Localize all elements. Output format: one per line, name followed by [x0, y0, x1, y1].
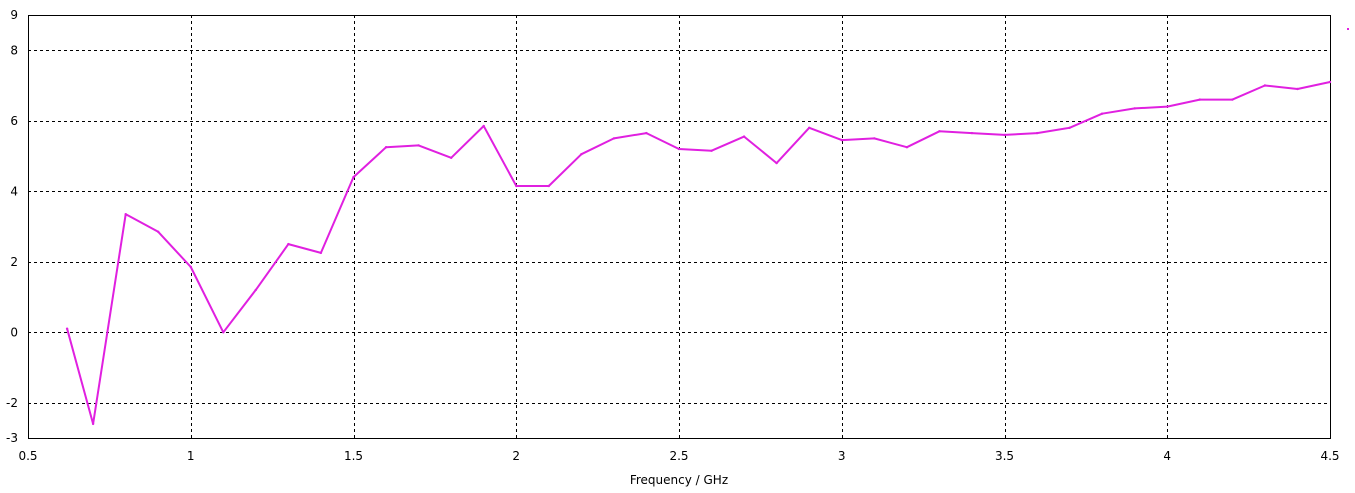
- data-point: [645, 131, 648, 135]
- y-tick-label: 2: [10, 255, 18, 269]
- plot-frame: [28, 15, 1331, 439]
- data-point: [808, 126, 811, 129]
- data-point: [873, 137, 876, 140]
- data-point: [417, 144, 420, 147]
- x-tick-label: 3: [838, 449, 846, 463]
- data-point: [970, 131, 974, 135]
- x-tick-label: 0.5: [18, 449, 37, 463]
- x-tick-label: 4.5: [1320, 449, 1339, 463]
- data-point: [124, 213, 127, 216]
- data-point: [677, 147, 681, 151]
- y-tick-label: 8: [10, 43, 18, 57]
- data-point: [450, 156, 453, 159]
- x-axis-title: Frequency / GHz: [630, 473, 728, 487]
- data-point: [1263, 84, 1267, 87]
- y-tick-label: 6: [10, 114, 18, 128]
- legend-marker: [1347, 28, 1349, 30]
- data-point: [254, 288, 257, 292]
- legend: [1347, 28, 1349, 30]
- series-layer: [65, 80, 1332, 426]
- x-tick-labels: 0.5 1 1.5 2 2.5 3 3.5 4 4.5: [18, 449, 1339, 463]
- data-point: [515, 184, 518, 188]
- data-point: [1003, 133, 1006, 137]
- data-point: [65, 327, 69, 330]
- data-point: [710, 149, 713, 152]
- x-tick-label: 1.5: [344, 449, 363, 463]
- data-point: [580, 153, 583, 156]
- data-point: [91, 422, 95, 426]
- y-tick-label: -2: [6, 396, 18, 410]
- data-point: [1035, 131, 1039, 135]
- data-point: [1166, 105, 1169, 108]
- data-point: [352, 175, 355, 179]
- data-point: [189, 265, 192, 269]
- data-point: [1198, 98, 1202, 101]
- data-point: [482, 124, 485, 128]
- data-point: [287, 242, 290, 246]
- data-point: [1133, 107, 1136, 110]
- data-point: [1231, 98, 1234, 101]
- data-point: [938, 130, 941, 133]
- x-tick-label: 4: [1163, 449, 1171, 463]
- data-point: [222, 331, 225, 334]
- data-point: [1296, 87, 1299, 91]
- x-tick-label: 1: [187, 449, 195, 463]
- data-point: [612, 137, 616, 140]
- y-tick-label: 4: [10, 184, 18, 198]
- y-tick-label: 9: [10, 8, 18, 22]
- data-point: [1328, 80, 1332, 84]
- x-tick-label: 2.5: [669, 449, 688, 463]
- y-tick-label: 0: [10, 325, 18, 339]
- data-point: [157, 230, 160, 233]
- data-point: [547, 184, 550, 188]
- x-tick-label: 3.5: [995, 449, 1014, 463]
- data-point: [840, 138, 843, 142]
- data-point: [1068, 126, 1071, 129]
- data-point: [384, 146, 388, 149]
- data-point: [742, 135, 746, 138]
- x-tick-label: 2: [512, 449, 520, 463]
- data-point: [319, 251, 323, 255]
- series-line: [66, 81, 1331, 425]
- grid-lines: [28, 15, 1330, 438]
- y-tick-label: -3: [6, 431, 18, 445]
- data-point: [775, 161, 778, 165]
- data-point: [1100, 112, 1104, 115]
- data-point: [905, 146, 909, 149]
- y-tick-labels: -3 -2 0 2 4 6 8 9: [6, 8, 18, 445]
